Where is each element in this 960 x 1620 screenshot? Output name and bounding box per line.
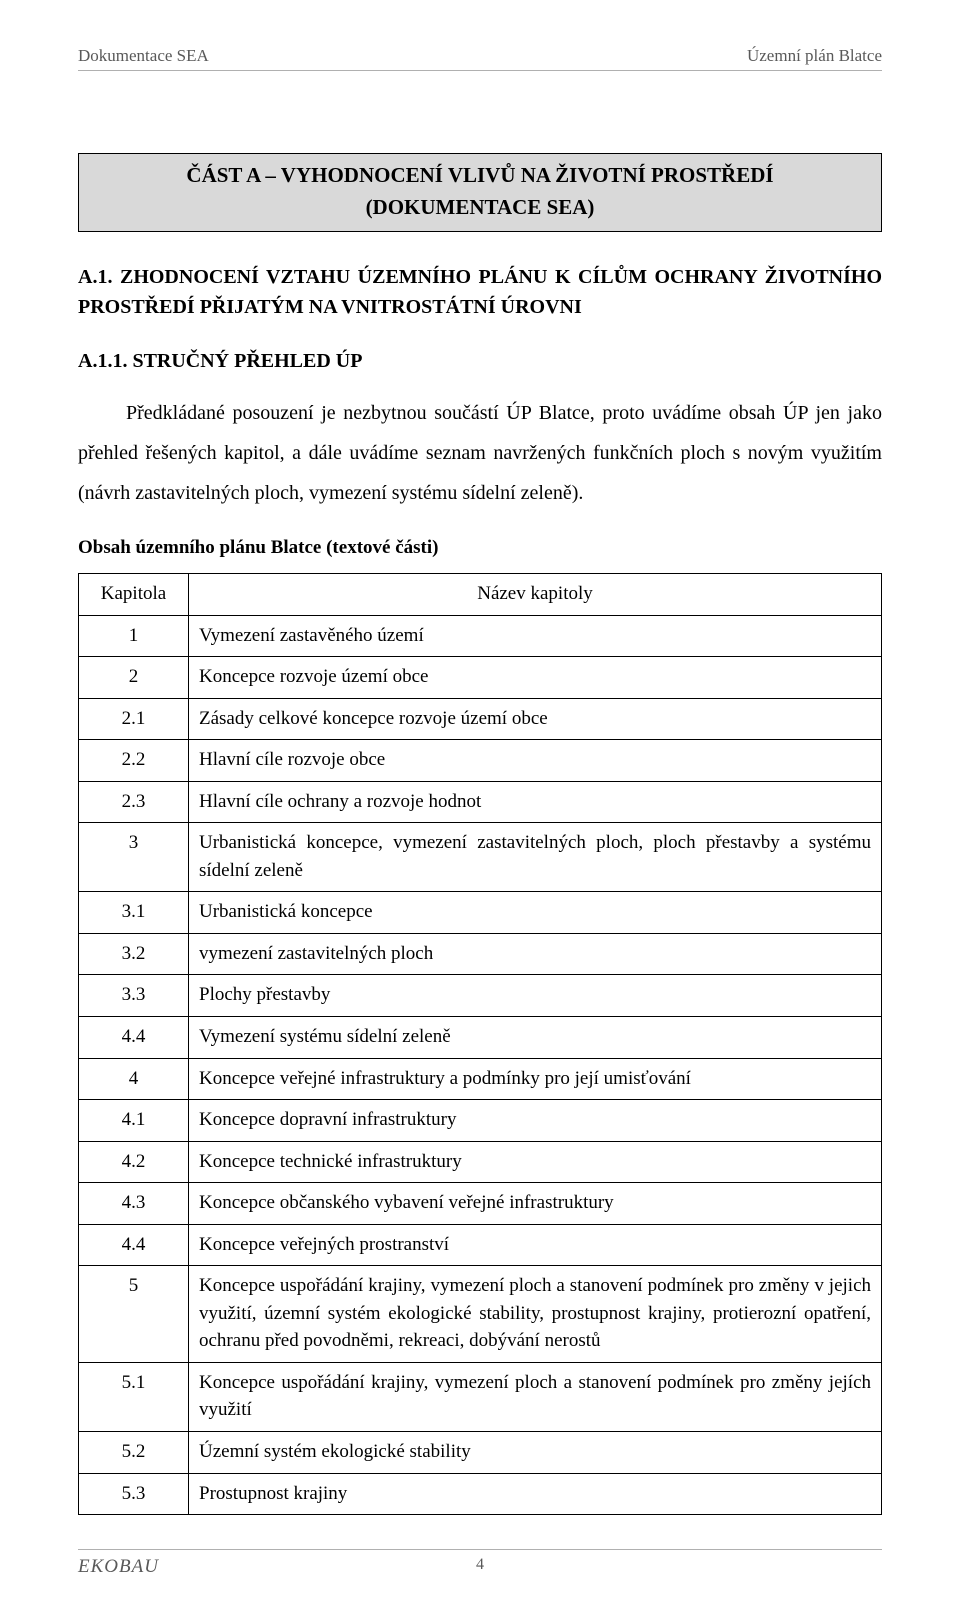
table-row: 4.3Koncepce občanského vybavení veřejné … [79,1183,882,1225]
chapter-name: Koncepce technické infrastruktury [189,1141,882,1183]
table-caption: Obsah územního plánu Blatce (textové čás… [78,537,882,559]
banner-line-1: ČÁST A – VYHODNOCENÍ VLIVŮ NA ŽIVOTNÍ PR… [89,160,871,192]
table-row: 2.1Zásady celkové koncepce rozvoje území… [79,698,882,740]
chapter-number: 1 [79,615,189,657]
chapter-name: Hlavní cíle ochrany a rozvoje hodnot [189,781,882,823]
table-row: 4.1Koncepce dopravní infrastruktury [79,1100,882,1142]
table-row: 3.3Plochy přestavby [79,975,882,1017]
chapter-name: Koncepce uspořádání krajiny, vymezení pl… [189,1362,882,1431]
chapter-number: 2.1 [79,698,189,740]
chapter-number: 4.4 [79,1224,189,1266]
table-row: 3Urbanistická koncepce, vymezení zastavi… [79,823,882,892]
table-row: 5.1Koncepce uspořádání krajiny, vymezení… [79,1362,882,1431]
chapter-name: Urbanistická koncepce [189,892,882,934]
chapter-number: 4.2 [79,1141,189,1183]
chapter-name: Hlavní cíle rozvoje obce [189,740,882,782]
page-footer: EKOBAU 4 [78,1549,882,1578]
chapter-number: 4.1 [79,1100,189,1142]
chapter-number: 5 [79,1266,189,1363]
table-row: 5.2Územní systém ekologické stability [79,1432,882,1474]
table-row: 5Koncepce uspořádání krajiny, vymezení p… [79,1266,882,1363]
section-banner: ČÁST A – VYHODNOCENÍ VLIVŮ NA ŽIVOTNÍ PR… [78,153,882,232]
chapter-name: Koncepce veřejných prostranství [189,1224,882,1266]
footer-page-number: 4 [476,1556,484,1574]
chapter-number: 5.3 [79,1473,189,1515]
chapter-number: 3.1 [79,892,189,934]
footer-brand: EKOBAU [78,1556,159,1578]
heading-a1: A.1. ZHODNOCENÍ VZTAHU ÚZEMNÍHO PLÁNU K … [78,262,882,322]
chapter-number: 3.3 [79,975,189,1017]
table-row: 2.2Hlavní cíle rozvoje obce [79,740,882,782]
chapter-name: Vymezení zastavěného území [189,615,882,657]
chapter-number: 3.2 [79,933,189,975]
header-right: Územní plán Blatce [747,46,882,66]
table-header-chapter: Kapitola [79,574,189,616]
chapter-number: 2 [79,657,189,699]
chapter-number: 4.4 [79,1017,189,1059]
chapter-name: Plochy přestavby [189,975,882,1017]
table-row: 4Koncepce veřejné infrastruktury a podmí… [79,1058,882,1100]
table-row: 1Vymezení zastavěného území [79,615,882,657]
chapter-number: 5.1 [79,1362,189,1431]
chapter-name: Prostupnost krajiny [189,1473,882,1515]
chapter-name: Koncepce dopravní infrastruktury [189,1100,882,1142]
table-header-row: Kapitola Název kapitoly [79,574,882,616]
intro-paragraph: Předkládané posouzení je nezbytnou součá… [78,393,882,513]
table-row: 4.2Koncepce technické infrastruktury [79,1141,882,1183]
table-row: 2Koncepce rozvoje území obce [79,657,882,699]
chapter-name: Koncepce rozvoje území obce [189,657,882,699]
chapter-number: 5.2 [79,1432,189,1474]
banner-line-2: (DOKUMENTACE SEA) [89,192,871,224]
chapter-number: 4.3 [79,1183,189,1225]
table-row: 3.2vymezení zastavitelných ploch [79,933,882,975]
chapter-name: Koncepce veřejné infrastruktury a podmín… [189,1058,882,1100]
chapter-number: 2.3 [79,781,189,823]
chapter-name: vymezení zastavitelných ploch [189,933,882,975]
chapter-name: Koncepce uspořádání krajiny, vymezení pl… [189,1266,882,1363]
table-row: 2.3Hlavní cíle ochrany a rozvoje hodnot [79,781,882,823]
heading-a1-1: A.1.1. STRUČNÝ PŘEHLED ÚP [78,350,882,373]
chapter-name: Zásady celkové koncepce rozvoje území ob… [189,698,882,740]
table-row: 4.4Koncepce veřejných prostranství [79,1224,882,1266]
contents-table: Kapitola Název kapitoly 1Vymezení zastav… [78,573,882,1515]
table-row: 5.3Prostupnost krajiny [79,1473,882,1515]
chapter-name: Vymezení systému sídelní zeleně [189,1017,882,1059]
chapter-name: Koncepce občanského vybavení veřejné inf… [189,1183,882,1225]
chapter-name: Územní systém ekologické stability [189,1432,882,1474]
chapter-number: 2.2 [79,740,189,782]
running-header: Dokumentace SEA Územní plán Blatce [78,46,882,71]
table-row: 3.1Urbanistická koncepce [79,892,882,934]
table-row: 4.4Vymezení systému sídelní zeleně [79,1017,882,1059]
chapter-number: 4 [79,1058,189,1100]
chapter-number: 3 [79,823,189,892]
chapter-name: Urbanistická koncepce, vymezení zastavit… [189,823,882,892]
table-header-name: Název kapitoly [189,574,882,616]
header-left: Dokumentace SEA [78,46,209,66]
